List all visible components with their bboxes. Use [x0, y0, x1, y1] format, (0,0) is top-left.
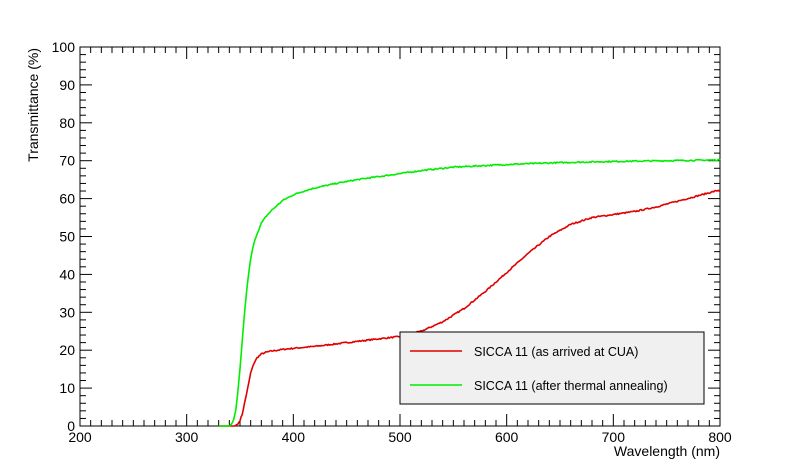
- y-tick-label: 100: [52, 39, 76, 55]
- legend: SICCA 11 (as arrived at CUA) SICCA 11 (a…: [399, 331, 705, 405]
- axis-ticks: [79, 46, 721, 427]
- x-tick-label: 200: [68, 429, 92, 445]
- series-line-0: [218, 189, 721, 427]
- x-tick-label: 300: [175, 429, 199, 445]
- y-tick-label: 40: [59, 266, 75, 282]
- y-tick-label: 0: [67, 418, 75, 434]
- y-tick-label: 90: [59, 77, 75, 93]
- legend-box: [399, 331, 705, 405]
- x-tick-label: 500: [388, 429, 412, 445]
- series-lines: [218, 158, 721, 427]
- x-tick-label: 700: [602, 429, 626, 445]
- x-tick-label: 800: [708, 429, 732, 445]
- tick-labels: 200 300 400 500 600 700 800 0 10 20 30 40 50 60 70 80 90…: [52, 39, 732, 445]
- y-tick-label: 20: [59, 342, 75, 358]
- legend-label-as-arrived: SICCA 11 (as arrived at CUA): [474, 345, 638, 359]
- legend-label-annealed: SICCA 11 (after thermal annealing): [474, 379, 668, 393]
- y-tick-label: 10: [59, 380, 75, 396]
- y-tick-label: 60: [59, 191, 75, 207]
- x-tick-label: 400: [282, 429, 306, 445]
- y-tick-label: 70: [59, 153, 75, 169]
- y-axis-title: Transmittance (%): [25, 48, 41, 162]
- series-line-1: [218, 158, 721, 427]
- y-tick-label: 50: [59, 229, 75, 245]
- y-tick-label: 80: [59, 115, 75, 131]
- x-tick-label: 600: [495, 429, 519, 445]
- y-tick-label: 30: [59, 304, 75, 320]
- x-axis-title: Wavelength (nm): [614, 443, 720, 459]
